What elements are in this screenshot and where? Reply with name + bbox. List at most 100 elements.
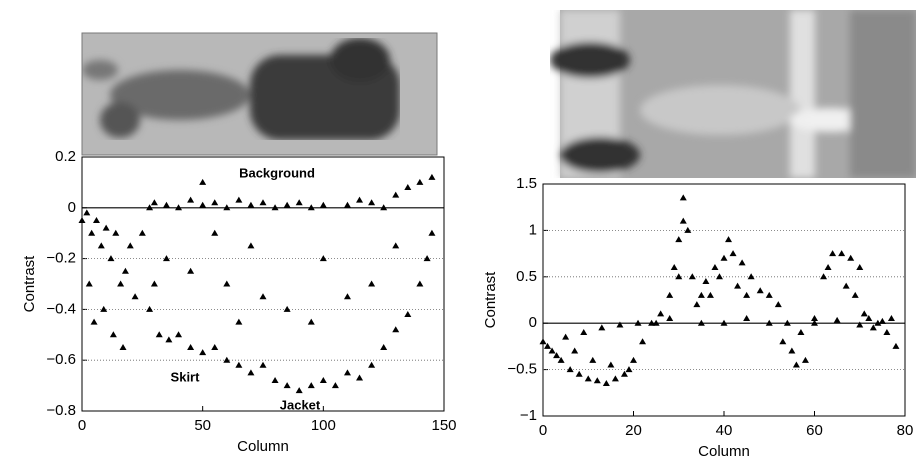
- point: [187, 344, 195, 350]
- y-tick-label: −0.4: [46, 300, 76, 317]
- point: [860, 310, 868, 317]
- x-tick-label: 60: [806, 422, 823, 439]
- point: [679, 194, 687, 201]
- point: [97, 242, 105, 249]
- point: [88, 229, 96, 236]
- point: [428, 229, 436, 236]
- point: [112, 229, 120, 236]
- point: [83, 209, 91, 216]
- point: [630, 356, 637, 363]
- point: [856, 321, 864, 328]
- point: [725, 236, 733, 243]
- point: [869, 324, 877, 331]
- point: [380, 204, 388, 211]
- annotation: Background: [239, 165, 315, 180]
- point: [811, 319, 818, 326]
- annotation: Skirt: [171, 369, 201, 384]
- point: [392, 191, 400, 198]
- point: [602, 380, 610, 387]
- point: [247, 242, 255, 249]
- y-tick-label: 0: [68, 199, 76, 216]
- point: [774, 301, 782, 308]
- point: [356, 374, 364, 381]
- point: [779, 338, 787, 345]
- point: [175, 331, 183, 338]
- y-tick-label: 0: [529, 314, 537, 331]
- point: [343, 201, 351, 208]
- point: [162, 255, 170, 262]
- point: [368, 199, 376, 206]
- point: [165, 336, 173, 343]
- point: [589, 356, 597, 363]
- point: [544, 342, 552, 349]
- point: [187, 267, 195, 274]
- point: [824, 264, 832, 271]
- point: [675, 236, 683, 243]
- point: [639, 338, 647, 345]
- point: [295, 199, 303, 206]
- point: [801, 356, 809, 363]
- point: [90, 318, 98, 325]
- point: [368, 361, 376, 368]
- point: [765, 319, 773, 326]
- point: [648, 319, 656, 326]
- point: [356, 196, 364, 203]
- point: [562, 333, 570, 340]
- point: [283, 382, 291, 389]
- point: [368, 280, 376, 287]
- point: [211, 344, 219, 350]
- point: [428, 173, 436, 180]
- point: [121, 267, 129, 274]
- point: [247, 369, 255, 376]
- y-tick-label: −0.8: [46, 402, 76, 419]
- point: [175, 204, 183, 211]
- y-tick-label: 1.5: [516, 175, 537, 192]
- point: [107, 255, 115, 262]
- point: [829, 250, 837, 257]
- point: [199, 201, 207, 208]
- point: [100, 305, 108, 312]
- point: [380, 344, 388, 350]
- point: [259, 293, 267, 300]
- x-tick-label: 0: [539, 422, 547, 439]
- point: [652, 319, 660, 326]
- point: [584, 375, 592, 382]
- point: [688, 273, 696, 280]
- point: [416, 178, 424, 185]
- point: [223, 280, 231, 287]
- point: [117, 280, 125, 287]
- x-tick-label: 100: [311, 417, 336, 434]
- point: [199, 178, 207, 185]
- point: [150, 280, 158, 287]
- point: [319, 377, 327, 384]
- point: [616, 321, 624, 328]
- point: [78, 217, 86, 223]
- point: [598, 324, 606, 331]
- point: [271, 377, 279, 384]
- point: [611, 375, 619, 382]
- point: [697, 291, 705, 298]
- point: [150, 199, 158, 206]
- point: [684, 226, 692, 233]
- x-axis-label: Column: [237, 438, 289, 455]
- point: [788, 347, 796, 354]
- x-axis-label: Column: [698, 443, 750, 460]
- point: [856, 264, 864, 271]
- point: [211, 229, 219, 236]
- point: [566, 366, 574, 373]
- point: [235, 196, 243, 203]
- point: [720, 319, 728, 326]
- point: [404, 310, 412, 317]
- point: [548, 347, 556, 354]
- y-tick-label: 0.5: [516, 268, 537, 285]
- x-tick-label: 0: [78, 417, 86, 434]
- point: [319, 201, 327, 208]
- point: [235, 361, 243, 368]
- y-axis-label: Contrast: [482, 271, 499, 329]
- y-tick-label: 1: [529, 221, 537, 238]
- point: [711, 264, 719, 271]
- point: [666, 291, 674, 298]
- point: [319, 255, 327, 262]
- point: [743, 291, 751, 298]
- x-tick-label: 80: [897, 422, 914, 439]
